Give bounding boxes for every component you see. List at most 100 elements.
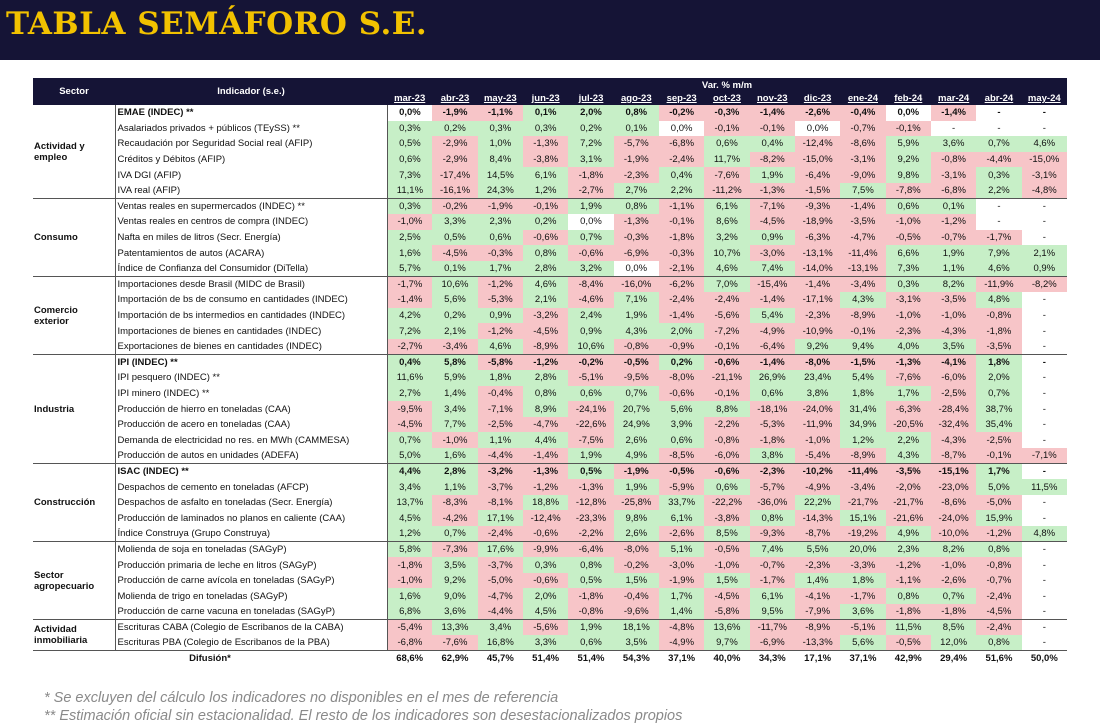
value-cell: 0,8% (613, 105, 659, 121)
value-cell: -22,2% (704, 494, 750, 511)
value-cell: 0,0% (387, 105, 433, 121)
value-cell: -0,1% (840, 323, 886, 339)
value-cell: -0,1% (704, 385, 750, 402)
value-cell: 6,8% (387, 604, 433, 621)
value-cell: -3,8% (522, 151, 569, 168)
value-cell: -21,7% (885, 494, 931, 511)
value-cell: 4,8% (976, 292, 1022, 308)
value-cell: 2,0% (522, 588, 569, 604)
value-cell: -4,2% (432, 510, 478, 527)
value-cell: -16,1% (432, 182, 478, 200)
value-cell: 24,3% (477, 182, 523, 200)
value-cell: -3,1% (840, 151, 886, 168)
value-cell: 6,1% (658, 510, 705, 527)
value-cell: - (1021, 307, 1067, 324)
indicator-name: Asalariados privados + públicos (TEySS) … (114, 120, 388, 137)
value-cell: 8,9% (522, 401, 569, 417)
value-cell: 18,8% (522, 494, 569, 511)
value-cell: -2,3% (749, 463, 795, 480)
value-cell: -1,0% (885, 214, 931, 230)
table-row: Despachos de asfalto en toneladas (Secr.… (33, 494, 1067, 511)
value-cell: 1,1% (477, 432, 523, 449)
value-cell: 0,8% (749, 510, 795, 527)
value-cell: 1,9% (749, 167, 795, 183)
value-cell: 15,1% (840, 510, 886, 527)
value-cell: -12,8% (568, 494, 614, 511)
value-cell: 1,2% (522, 182, 569, 200)
value-cell: -6,8% (930, 182, 977, 200)
indicator-name: Escrituras CABA (Colegio de Escribanos d… (114, 619, 388, 636)
value-cell: 0,5% (568, 572, 614, 589)
value-cell: -24,1% (568, 401, 614, 417)
value-cell: -4,4% (976, 151, 1022, 168)
value-cell: 1,4% (794, 572, 841, 589)
footnote-2: ** Estimación oficial sin estacionalidad… (44, 708, 683, 724)
semaphore-table: Sector Indicador (s.e.) Var. % m/m mar-2… (33, 78, 1067, 667)
value-cell: 4,9% (613, 448, 659, 465)
indicator-name: Producción de autos en unidades (ADEFA) (114, 448, 388, 465)
value-cell: 1,9% (930, 245, 977, 261)
value-cell: -0,6% (522, 572, 569, 589)
value-cell: -6,4% (749, 338, 795, 355)
table-row: Actividad y empleo EMAE (INDEC) ** 0,0% -1,… (33, 105, 1067, 200)
value-cell: -8,0% (658, 370, 705, 386)
value-cell: 4,8% (1021, 526, 1067, 543)
value-cell: -6,9% (749, 635, 795, 652)
value-cell: 3,5% (613, 635, 659, 652)
value-cell: - (976, 120, 1022, 137)
value-cell: 9,8% (885, 167, 931, 183)
value-cell: -9,5% (613, 370, 659, 386)
value-cell: -1,9% (613, 151, 659, 168)
value-cell: 16,8% (477, 635, 523, 652)
value-cell: -4,5% (522, 323, 569, 339)
value-cell: -10,9% (794, 323, 841, 339)
indicator-name: Índice Construya (Grupo Construya) (114, 526, 388, 543)
value-cell: -1,1% (658, 198, 705, 215)
diffusion-value: 37,1% (658, 650, 705, 667)
value-cell: - (976, 198, 1022, 215)
value-cell: -0,3% (477, 245, 523, 261)
value-cell: 1,6% (387, 588, 433, 604)
value-cell: -2,5% (930, 385, 977, 402)
value-cell: -0,5% (885, 229, 931, 246)
month-header: feb-24 (885, 92, 931, 105)
table-row: Actividad inmobiliaria Escrituras CABA (C… (33, 619, 1067, 652)
month-header: dic-23 (794, 92, 841, 105)
value-cell: -20,5% (885, 416, 931, 433)
value-cell: 10,6% (432, 276, 478, 293)
value-cell: -10,0% (930, 526, 977, 543)
value-cell: 7,1% (613, 292, 659, 308)
value-cell: -9,5% (387, 401, 433, 417)
value-cell: 1,8% (976, 354, 1022, 371)
value-cell: 4,6% (477, 338, 523, 355)
value-cell: 2,8% (522, 260, 569, 278)
value-cell: 0,9% (749, 229, 795, 246)
value-cell: 0,8% (613, 198, 659, 215)
indicator-name: Molienda de trigo en toneladas (SAGyP) (114, 588, 388, 604)
value-cell: -3,2% (522, 307, 569, 324)
value-cell: 9,0% (432, 588, 478, 604)
value-cell: -7,6% (432, 635, 478, 652)
value-cell: -1,4% (522, 448, 569, 465)
value-cell: 0,5% (387, 136, 433, 152)
value-cell: 0,6% (658, 432, 705, 449)
indicator-name: Importación de bs de consumo en cantidad… (114, 292, 388, 308)
value-cell: -32,4% (930, 416, 977, 433)
value-cell: 3,3% (522, 635, 569, 652)
value-cell: 15,9% (976, 510, 1022, 527)
value-cell: 8,2% (930, 541, 977, 558)
value-cell: -3,0% (749, 245, 795, 261)
value-cell: -9,6% (613, 604, 659, 621)
value-cell: -14,3% (794, 510, 841, 527)
value-cell: 5,9% (885, 136, 931, 152)
value-cell: 0,3% (387, 120, 433, 137)
value-cell: -1,4% (749, 292, 795, 308)
sector-label: Sector agropecuario (33, 541, 115, 621)
value-cell: -1,4% (658, 307, 705, 324)
value-cell: 3,4% (387, 479, 433, 495)
value-cell: 31,4% (840, 401, 886, 417)
diffusion-value: 34,3% (749, 650, 795, 667)
value-cell: -1,9% (613, 463, 659, 480)
value-cell: 8,5% (930, 619, 977, 636)
value-cell: -0,5% (613, 354, 659, 371)
